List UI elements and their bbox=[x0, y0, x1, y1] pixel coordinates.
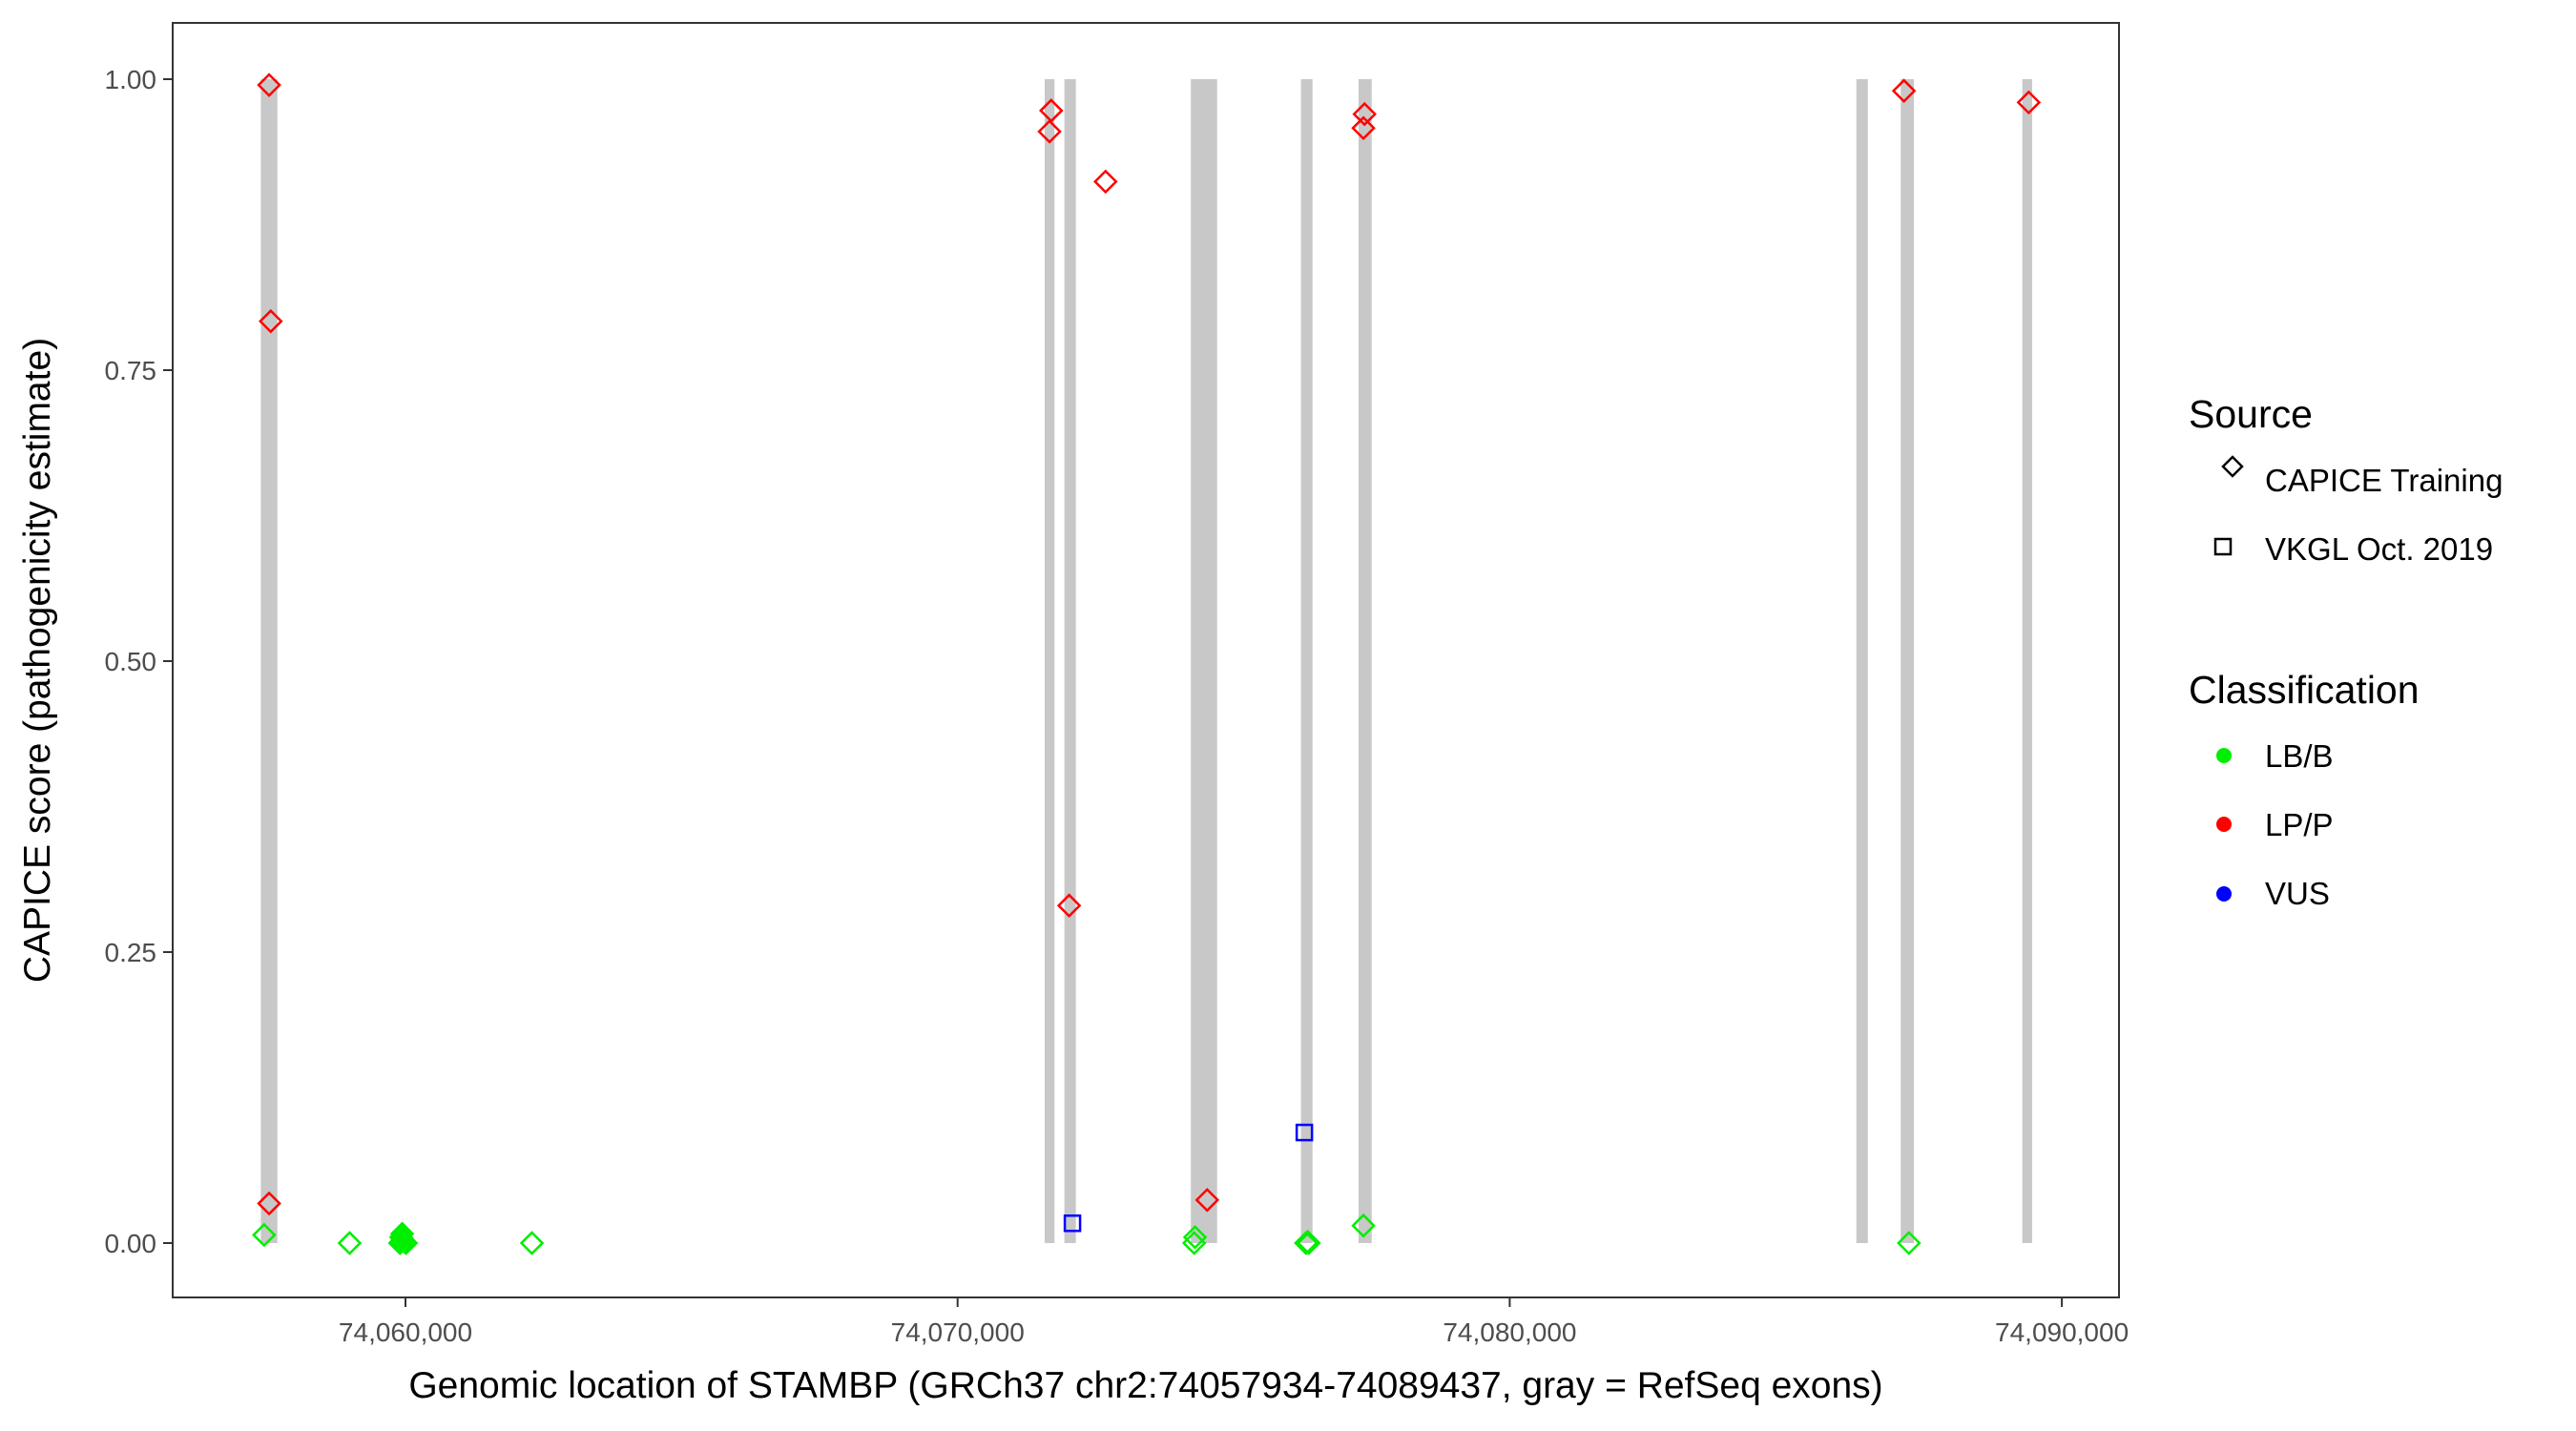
data-point-diamond bbox=[1037, 119, 1062, 144]
legend-item-lbb: LB/B bbox=[2265, 738, 2334, 774]
data-point-diamond bbox=[1195, 1188, 1220, 1213]
y-tick-label: 1.00 bbox=[105, 65, 157, 94]
data-point-diamond bbox=[1056, 893, 1082, 918]
data-point-diamond bbox=[1897, 1231, 1922, 1255]
exon-bar bbox=[1856, 79, 1868, 1243]
exon-bar bbox=[1044, 79, 1055, 1243]
y-tick-label: 0.25 bbox=[105, 938, 157, 967]
exon-bar bbox=[1191, 79, 1217, 1243]
lbb-dot-icon bbox=[2216, 748, 2232, 763]
x-axis: 74,060,000 74,070,000 74,080,000 74,090,000 bbox=[339, 1297, 2129, 1347]
x-tick-label: 74,080,000 bbox=[1443, 1317, 1576, 1347]
vus-dot-icon bbox=[2216, 886, 2232, 902]
exon-bar bbox=[1901, 79, 1915, 1243]
exon-bar bbox=[260, 79, 278, 1243]
data-point-diamond bbox=[337, 1231, 363, 1255]
lpp-dot-icon bbox=[2216, 817, 2232, 832]
legend-item-capice-training: CAPICE Training bbox=[2265, 463, 2503, 498]
x-tick-label: 74,090,000 bbox=[1995, 1317, 2129, 1347]
points-layer bbox=[252, 73, 2042, 1255]
y-tick-label: 0.00 bbox=[105, 1229, 157, 1258]
legend-source-title: Source bbox=[2189, 392, 2313, 436]
data-point-diamond bbox=[1093, 169, 1118, 195]
legend-classification-title: Classification bbox=[2189, 668, 2420, 712]
exon-bar bbox=[2022, 79, 2032, 1243]
diamond-icon bbox=[2221, 455, 2244, 478]
data-point-square bbox=[1295, 1123, 1314, 1142]
data-point-diamond bbox=[389, 1221, 415, 1247]
data-point-diamond bbox=[257, 73, 281, 97]
x-tick-label: 74,060,000 bbox=[339, 1317, 472, 1347]
legend: Source CAPICE Training VKGL Oct. 2019 Cl… bbox=[2189, 392, 2503, 911]
data-point-diamond bbox=[1182, 1225, 1208, 1250]
data-point-diamond bbox=[1351, 115, 1376, 141]
data-point-diamond bbox=[2016, 90, 2042, 115]
y-axis-title: CAPICE score (pathogenicity estimate) bbox=[17, 338, 58, 983]
exon-bar bbox=[1064, 79, 1076, 1243]
x-tick-label: 74,070,000 bbox=[891, 1317, 1025, 1347]
square-icon bbox=[2213, 537, 2233, 556]
exon-layer bbox=[260, 79, 2032, 1243]
data-point-diamond bbox=[252, 1222, 277, 1248]
data-point-square bbox=[1063, 1214, 1082, 1233]
data-point-diamond bbox=[519, 1231, 545, 1255]
y-axis: 0.00 0.25 0.50 0.75 1.00 bbox=[105, 65, 173, 1258]
legend-item-vkgl: VKGL Oct. 2019 bbox=[2265, 531, 2493, 567]
data-point-diamond bbox=[259, 308, 283, 334]
legend-item-vus: VUS bbox=[2265, 876, 2330, 911]
x-axis-title: Genomic location of STAMBP (GRCh37 chr2:… bbox=[408, 1365, 1882, 1406]
data-point-diamond bbox=[257, 1191, 281, 1216]
data-point-diamond bbox=[1295, 1230, 1320, 1255]
legend-item-lpp: LP/P bbox=[2265, 807, 2334, 842]
data-point-diamond bbox=[1351, 1213, 1376, 1238]
exon-bar bbox=[1300, 79, 1313, 1243]
y-tick-label: 0.75 bbox=[105, 356, 157, 385]
data-point-diamond bbox=[1039, 98, 1064, 123]
data-point-diamond bbox=[1181, 1231, 1207, 1255]
y-tick-label: 0.50 bbox=[105, 647, 157, 676]
exon-bar bbox=[1358, 79, 1372, 1243]
data-point-diamond bbox=[1891, 78, 1917, 103]
